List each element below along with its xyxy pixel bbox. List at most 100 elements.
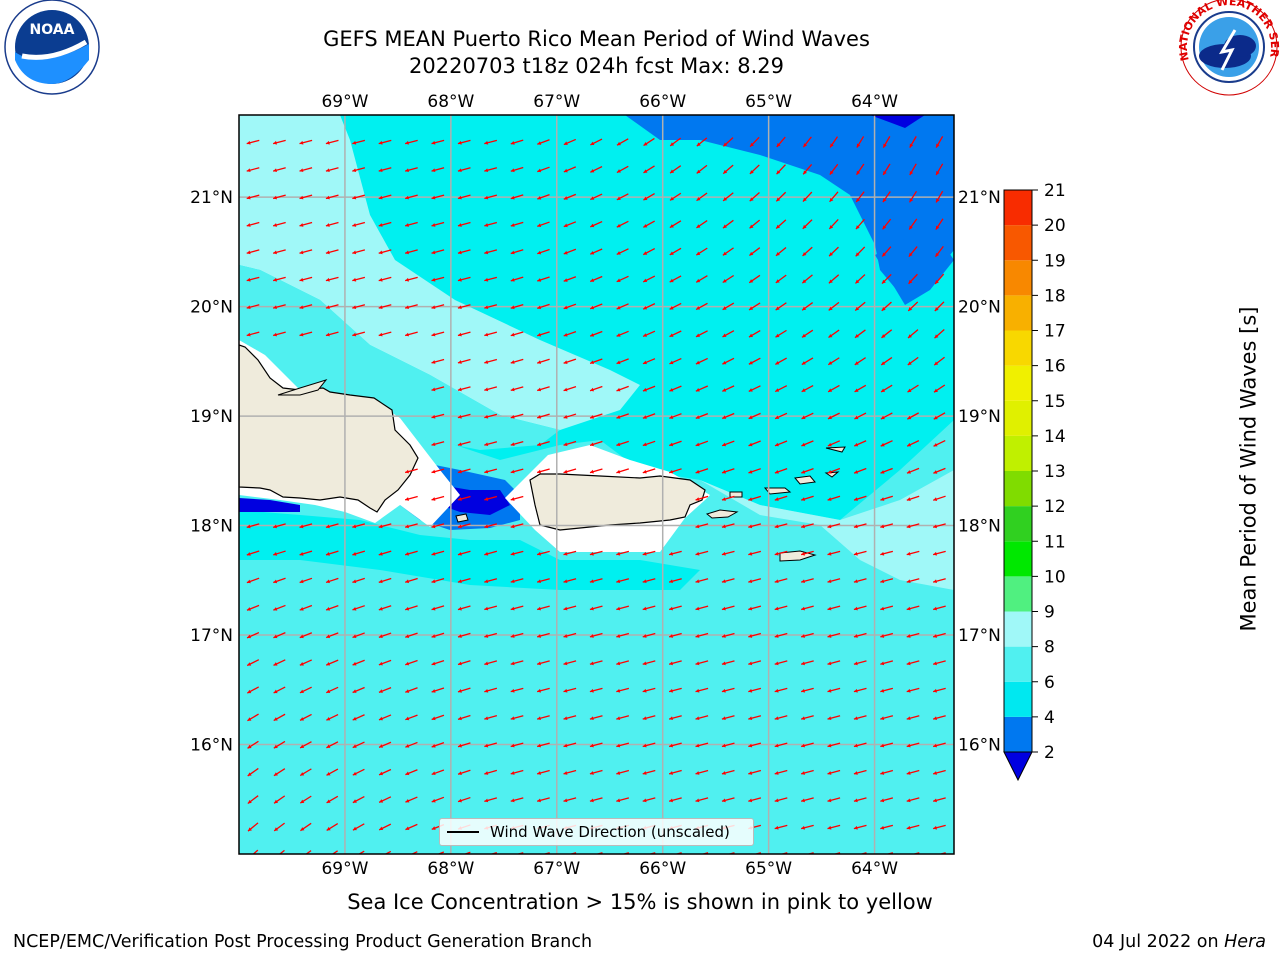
wave-arrow	[695, 797, 709, 803]
wave-arrow	[748, 578, 762, 584]
wave-arrow	[642, 330, 656, 338]
wave-arrow	[775, 302, 787, 311]
wave-arrow	[510, 358, 524, 364]
wave-arrow	[800, 824, 814, 830]
wave-arrow	[774, 824, 788, 830]
wave-arrow	[802, 246, 813, 257]
wave-arrow	[908, 190, 918, 203]
colorbar-tick-label: 10	[1044, 567, 1066, 587]
wave-arrow	[484, 605, 498, 611]
wave-arrow	[405, 659, 418, 666]
wave-arrow	[247, 822, 259, 832]
colorbar-tick-label: 9	[1044, 603, 1055, 623]
wave-arrow	[431, 632, 445, 638]
wave-arrow	[325, 167, 339, 173]
wave-arrow	[616, 193, 629, 201]
chart-subtitle: 20220703 t18z 024h fcst Max: 8.29	[409, 54, 784, 78]
colorbar-tick-label: 19	[1044, 251, 1066, 271]
wave-arrow	[800, 495, 814, 501]
colorbar-segment	[1004, 400, 1032, 436]
wave-arrow	[669, 302, 682, 310]
wave-arrow	[537, 303, 550, 310]
wave-arrow	[299, 604, 313, 611]
wave-arrow	[642, 275, 656, 283]
wave-arrow	[906, 523, 920, 529]
wave-arrow	[722, 302, 735, 311]
wave-arrow	[669, 357, 682, 365]
wave-arrow	[642, 605, 656, 611]
wave-arrow	[431, 742, 445, 748]
wave-arrow	[299, 741, 312, 749]
wave-arrow	[378, 550, 392, 556]
wave-arrow	[775, 246, 787, 257]
wave-arrow	[536, 578, 550, 584]
wave-arrow	[668, 605, 682, 611]
wave-arrow	[589, 440, 603, 447]
wave-arrow	[431, 523, 445, 529]
colorbar-segment	[1004, 716, 1032, 752]
wave-arrow	[589, 275, 603, 283]
wave-arrow	[853, 578, 867, 584]
wave-arrow	[563, 276, 577, 282]
wave-arrow	[247, 713, 259, 722]
lon-label-top: 67°W	[533, 92, 580, 112]
wave-arrow	[457, 769, 471, 775]
wave-arrow	[616, 220, 629, 228]
lat-label-right: 21°N	[958, 188, 1001, 208]
wave-arrow	[616, 769, 630, 775]
wave-arrow	[272, 139, 286, 145]
wave-arrow	[457, 632, 471, 638]
wave-arrow	[537, 194, 550, 200]
wave-arrow	[800, 550, 814, 556]
wave-arrow	[882, 163, 891, 176]
wave-arrow	[431, 167, 445, 173]
wave-arrow	[906, 467, 920, 474]
wave-arrow	[325, 194, 339, 200]
wave-arrow	[800, 660, 814, 666]
wave-arrow	[352, 276, 366, 282]
wave-arrow	[721, 468, 735, 474]
wave-arrow	[352, 659, 365, 666]
wave-arrow	[748, 274, 761, 284]
wave-arrow	[880, 578, 894, 584]
wave-arrow	[827, 495, 841, 501]
lon-label-top: 65°W	[745, 92, 792, 112]
wave-arrow	[907, 384, 919, 393]
wave-arrow	[722, 137, 734, 147]
wave-arrow	[721, 578, 735, 584]
wave-arrow	[510, 605, 524, 611]
wave-arrow	[855, 218, 865, 230]
wave-arrow	[696, 220, 708, 229]
wave-arrow	[589, 715, 603, 721]
wave-arrow	[431, 687, 445, 693]
wave-arrow	[829, 136, 839, 148]
wave-arrow	[880, 550, 894, 556]
wave-arrow	[357, 850, 365, 854]
wave-arrow	[272, 194, 286, 200]
wave-arrow	[431, 221, 445, 227]
wave-arrow	[721, 687, 735, 693]
wave-arrow	[642, 468, 656, 474]
wave-arrow	[457, 331, 471, 337]
lat-label-right: 19°N	[958, 407, 1001, 427]
wave-arrow	[378, 577, 392, 584]
wave-arrow	[642, 632, 656, 638]
wave-arrow	[563, 769, 577, 775]
wave-arrow	[906, 687, 920, 693]
wave-arrow	[563, 632, 577, 638]
wave-arrow	[827, 797, 841, 803]
wave-arrow	[272, 304, 286, 310]
wave-arrow	[801, 357, 814, 366]
wave-arrow	[563, 468, 577, 474]
wave-arrow	[695, 578, 709, 584]
wave-arrow	[273, 713, 286, 722]
wave-arrow	[722, 274, 735, 284]
wave-arrow	[695, 385, 709, 392]
wave-arrow	[404, 304, 418, 310]
wave-arrow	[563, 385, 577, 392]
wave-arrow	[669, 413, 682, 419]
wave-arrow	[247, 767, 259, 777]
wave-arrow	[457, 578, 471, 584]
wave-arrow	[457, 742, 471, 748]
colorbar-tick-label: 8	[1044, 638, 1055, 658]
